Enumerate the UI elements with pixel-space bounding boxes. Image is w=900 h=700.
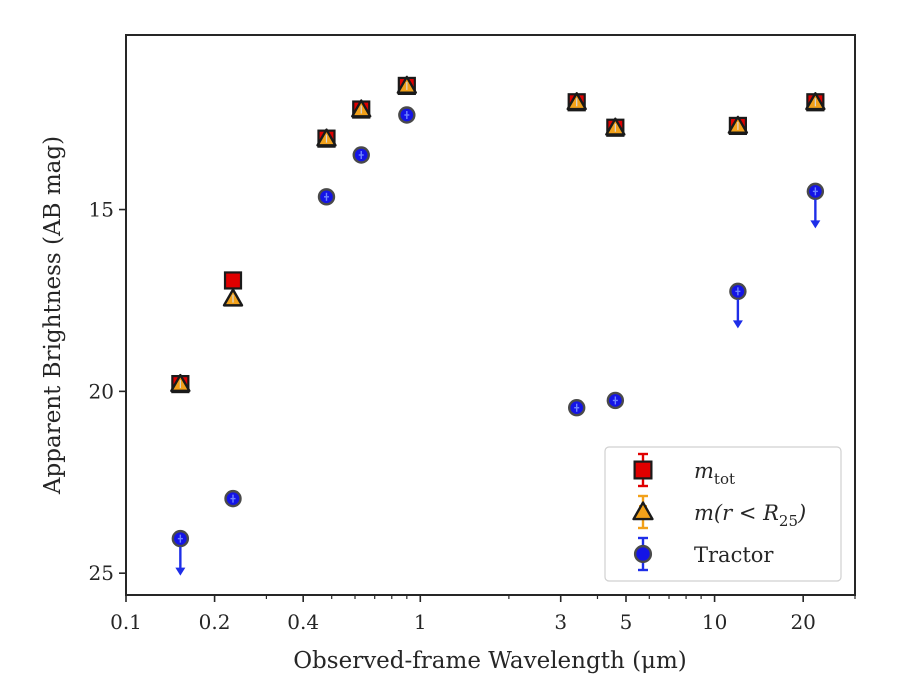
x-tick-label: 0.2 (199, 610, 231, 634)
x-tick-label: 20 (790, 610, 815, 634)
data-point (317, 188, 336, 206)
data-point (396, 75, 418, 94)
x-tick-label: 1 (414, 610, 427, 634)
data-point (171, 529, 190, 576)
upper-limit-arrowhead (175, 567, 186, 576)
y-tick-label: 15 (89, 198, 114, 222)
data-point (351, 99, 372, 118)
legend-label: m(r < R25) (694, 501, 806, 530)
x-tick-label: 0.4 (287, 610, 319, 634)
y-tick-label: 20 (89, 379, 114, 403)
data-point (727, 115, 749, 134)
data-point (222, 288, 244, 307)
x-tick-label: 0.1 (110, 610, 142, 634)
data-point (568, 399, 586, 417)
legend-box (604, 446, 842, 582)
legend-entry: mtot (633, 452, 735, 488)
data-point (805, 92, 826, 111)
data-point (398, 106, 416, 124)
legend-label: mtot (694, 459, 735, 488)
series-circle (171, 106, 825, 576)
data-point-circle (633, 544, 653, 564)
legend: mtot m(r < R25) Tractor (604, 446, 842, 582)
y-tick-label: 25 (89, 561, 114, 585)
data-point (606, 391, 625, 410)
data-point-triangle (632, 501, 654, 521)
data-point-square (633, 460, 653, 480)
x-ticks: 0.1 0.2 0.4 1 3 5 10 20 (110, 595, 856, 634)
series-square (171, 76, 825, 394)
plot-frame (125, 34, 856, 596)
data-point (170, 373, 191, 393)
x-axis-label: Observed-frame Wavelength (μm) (293, 648, 687, 674)
upper-limit-arrowhead (732, 320, 743, 329)
data-point (352, 146, 370, 164)
data-point (316, 128, 337, 147)
data-point (605, 117, 626, 136)
data-point (223, 271, 243, 290)
data-point-square (223, 271, 243, 290)
series-triangle (170, 75, 826, 393)
data-point (806, 182, 825, 229)
y-ticks: 15 20 25 (89, 198, 126, 585)
x-tick-label: 5 (620, 610, 633, 634)
legend-entry: Tractor (633, 536, 774, 572)
data-point (224, 489, 242, 508)
x-tick-label: 3 (554, 610, 567, 634)
x-tick-label: 10 (702, 610, 727, 634)
data-point (729, 282, 747, 329)
legend-label: Tractor (694, 543, 774, 567)
data-point (566, 92, 587, 111)
legend-entry: m(r < R25) (632, 494, 806, 530)
upper-limit-arrowhead (810, 220, 821, 229)
plot-markers (170, 75, 826, 576)
y-axis-label: Apparent Brightness (AB mag) (40, 136, 66, 495)
